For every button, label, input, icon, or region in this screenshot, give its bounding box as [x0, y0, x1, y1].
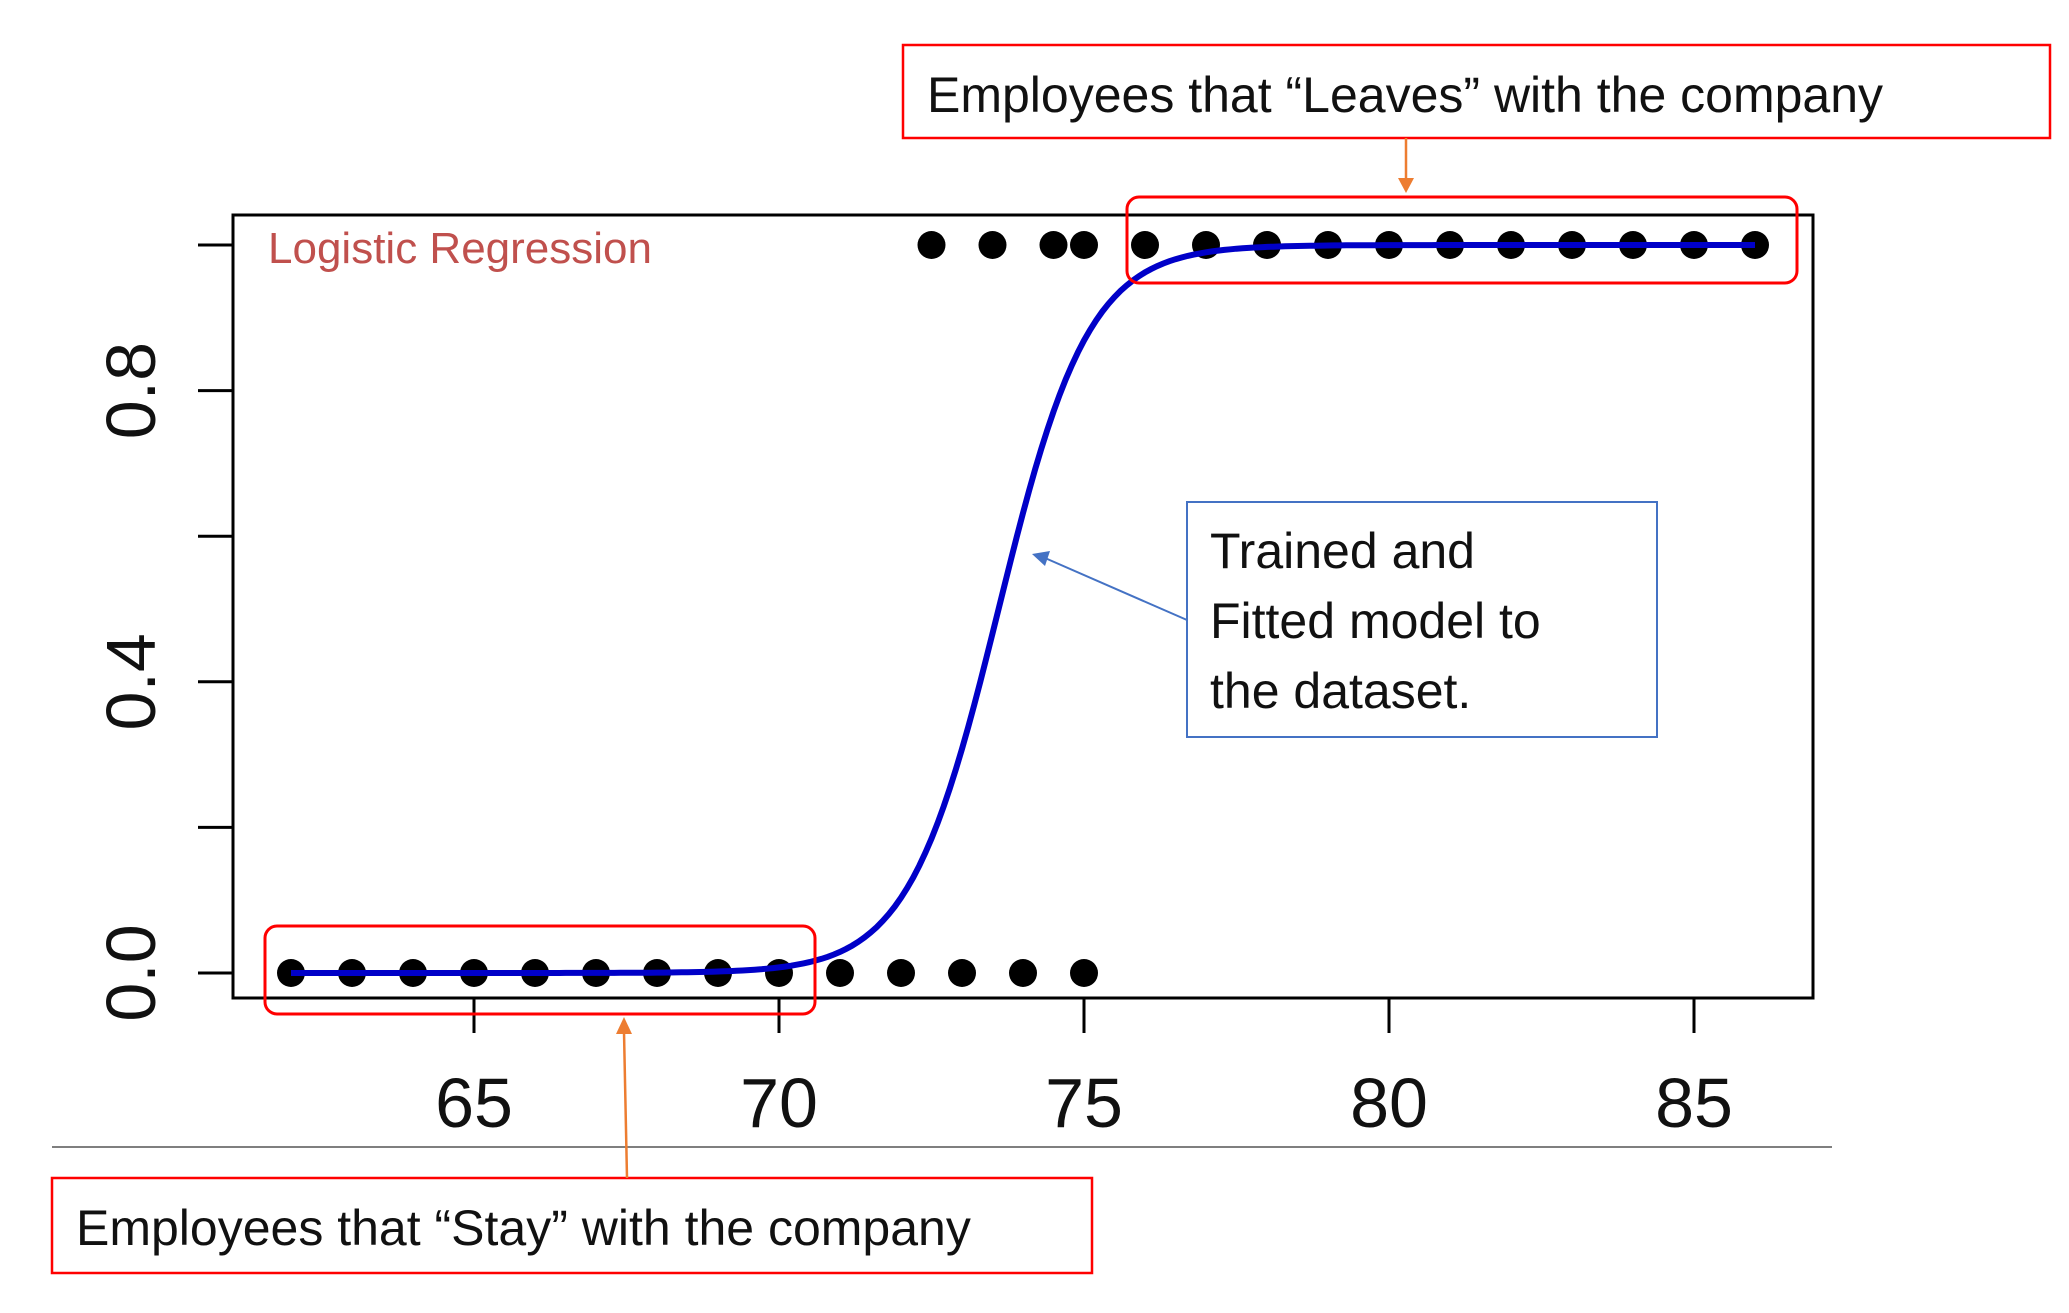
- stay-callout-box: [50, 1176, 1094, 1275]
- data-point: [887, 959, 915, 987]
- model-arrow-line: [1044, 557, 1188, 621]
- model-arrow-head: [1032, 551, 1050, 566]
- y-axis: 0.0 0.4 0.8: [92, 243, 235, 1022]
- leaves-highlight-box: [1125, 195, 1799, 285]
- leaves-callout-text: Employees that “Leaves” with the company: [927, 67, 1883, 123]
- model-callout-line-1: Trained and: [1210, 523, 1475, 579]
- x-tick-label: 70: [740, 1064, 818, 1142]
- x-tick-label: 80: [1350, 1064, 1428, 1142]
- y-tick-label: 0.4: [92, 633, 170, 730]
- x-tick-label: 65: [435, 1064, 513, 1142]
- y-tick-label: 0.8: [92, 342, 170, 439]
- data-point: [1039, 231, 1068, 259]
- data-point: [978, 231, 1007, 259]
- model-callout-line-3: the dataset.: [1210, 663, 1471, 719]
- chart-title: Logistic Regression: [268, 224, 652, 273]
- data-point: [1131, 231, 1159, 259]
- model-callout-line-2: Fitted model to: [1210, 593, 1541, 649]
- leaves-arrow-head: [1398, 178, 1414, 193]
- data-point: [948, 959, 976, 987]
- stay-callout-text: Employees that “Stay” with the company: [76, 1200, 971, 1256]
- logistic-fit-curve: [291, 242, 1755, 976]
- data-point: [826, 959, 854, 987]
- x-tick-label: 75: [1045, 1064, 1123, 1142]
- data-point: [1070, 959, 1098, 987]
- data-point: [917, 231, 946, 259]
- stay-arrow-line: [622, 1031, 629, 1179]
- stay-highlight-box: [263, 924, 817, 1016]
- data-point: [1070, 231, 1098, 259]
- stay-arrow-head: [616, 1017, 632, 1034]
- y-tick-label: 0.0: [92, 924, 170, 1021]
- data-point: [1009, 959, 1037, 987]
- x-tick-label: 85: [1655, 1064, 1733, 1142]
- leaves-callout-box: [901, 43, 2052, 140]
- x-axis: 65 70 75 80 85: [435, 998, 1733, 1142]
- model-callout-box: [1186, 501, 1658, 738]
